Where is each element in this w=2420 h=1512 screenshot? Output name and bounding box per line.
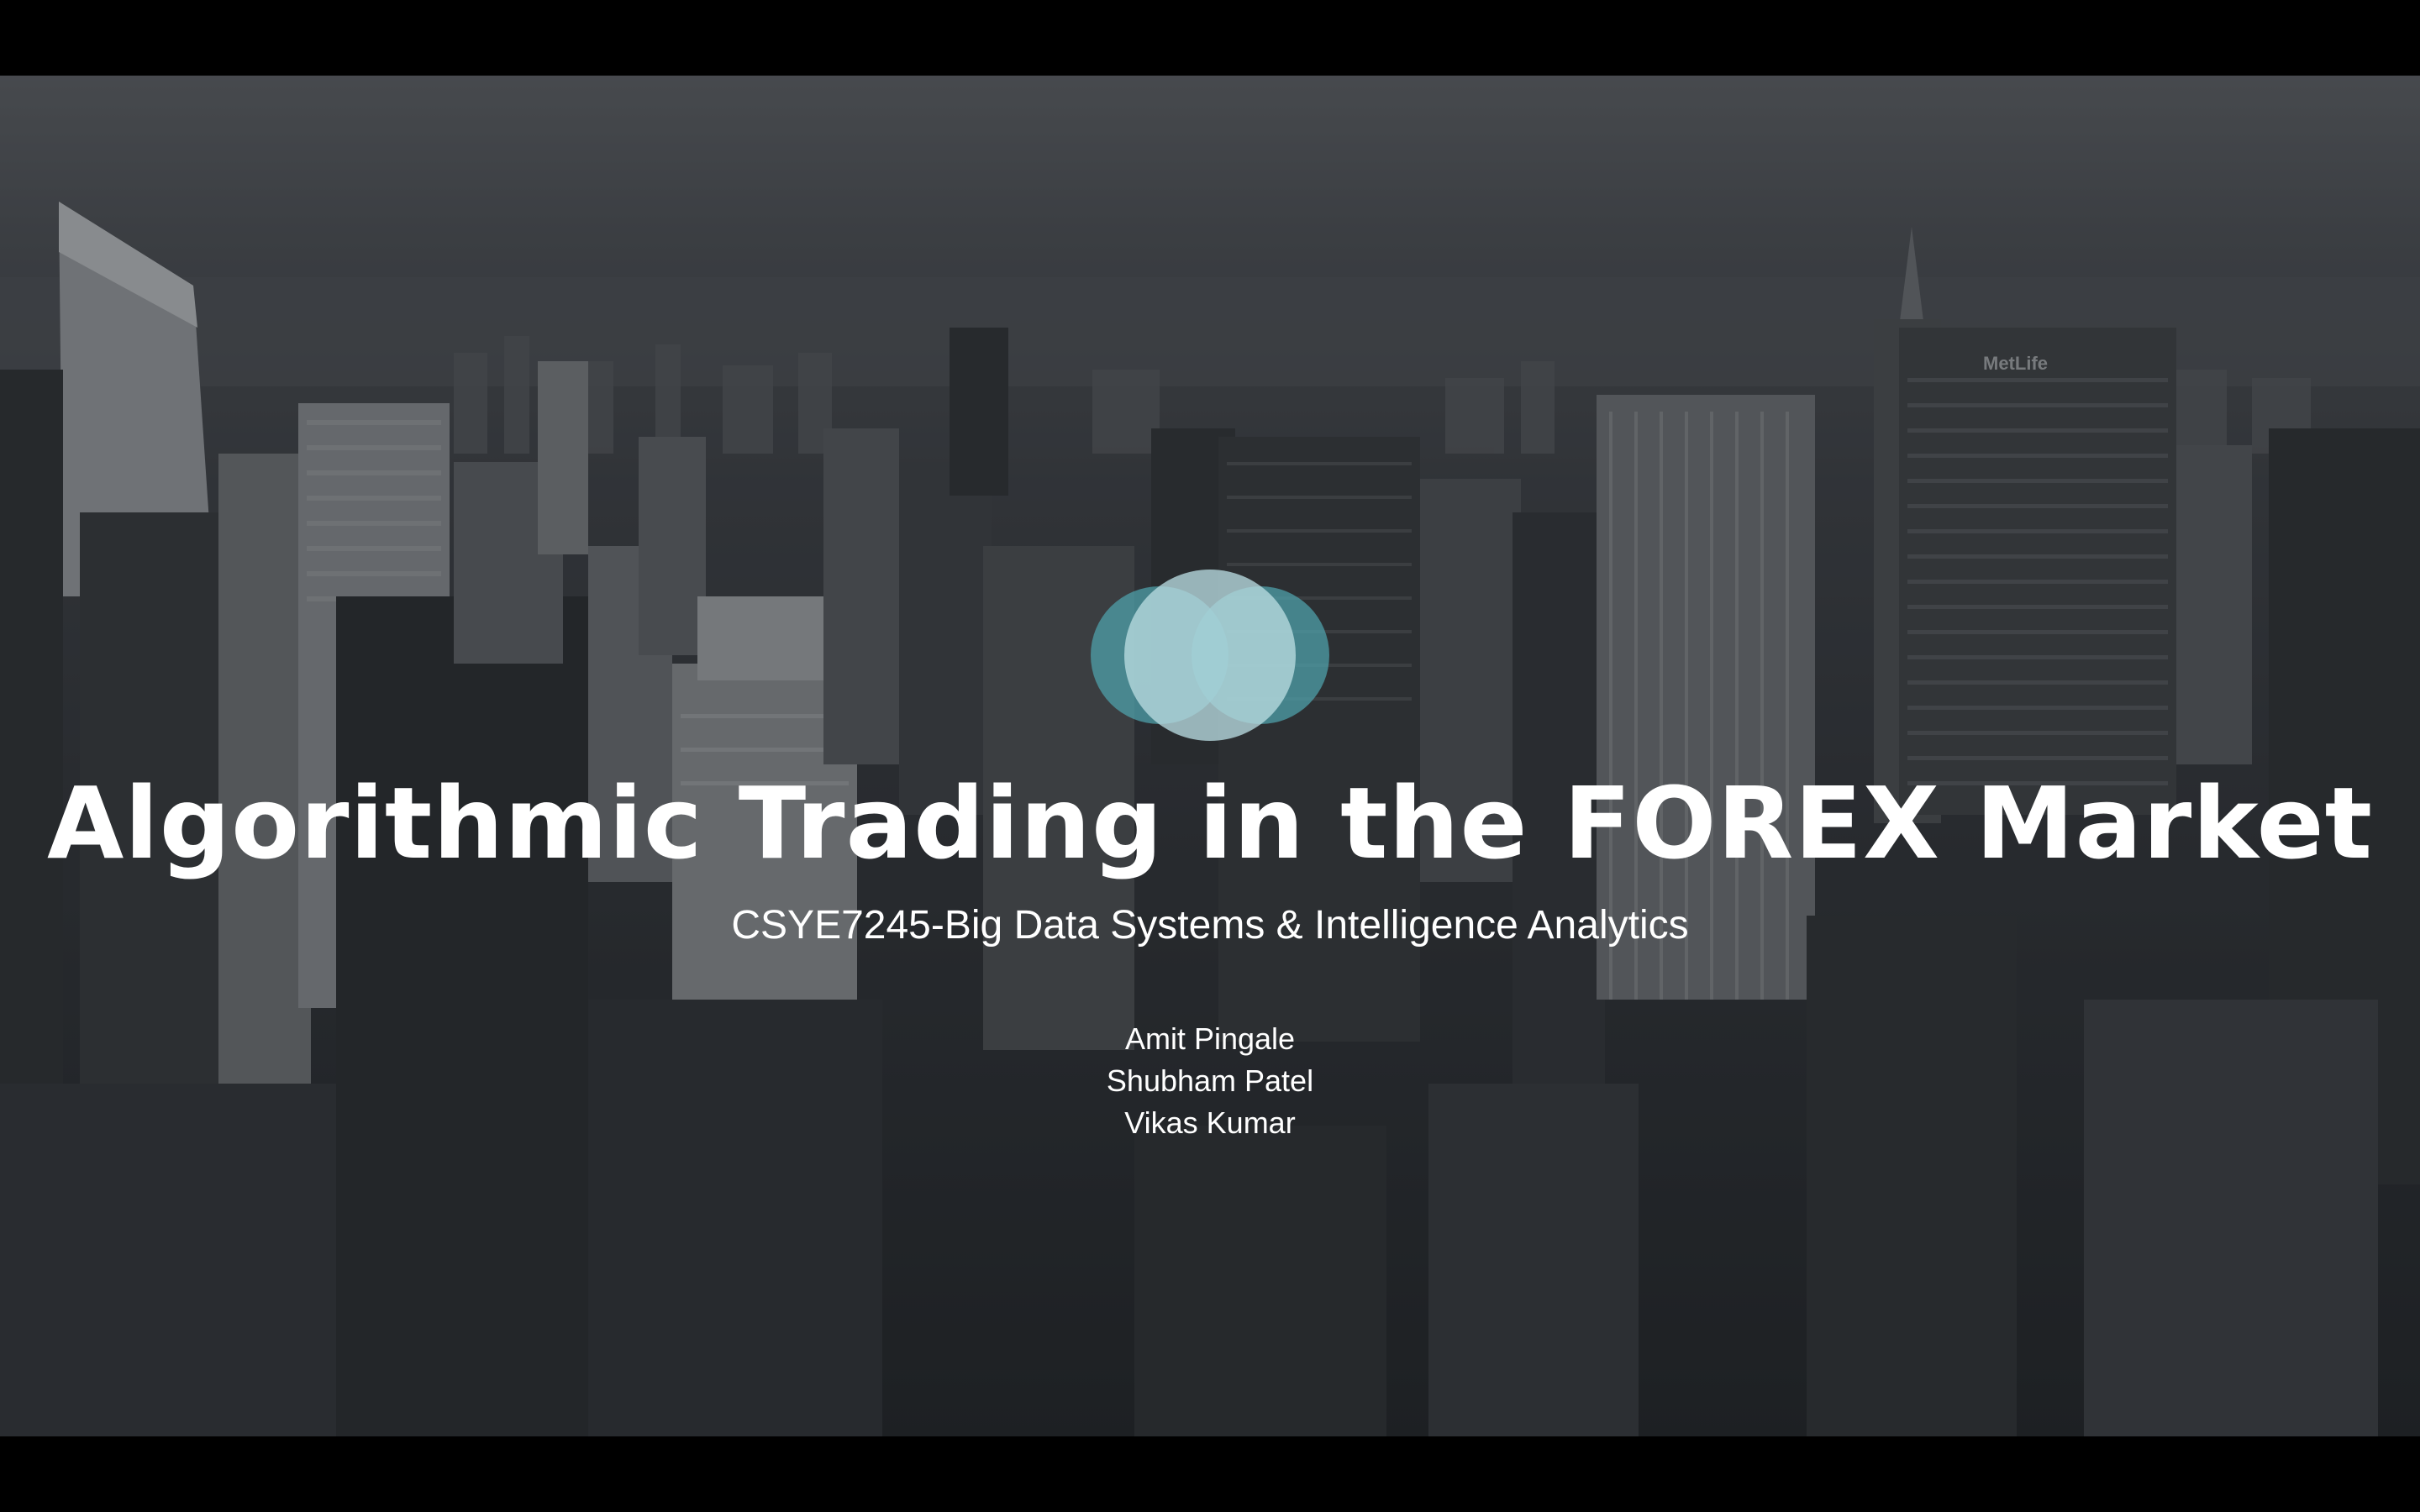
city-skyline-background: MetLife [0, 76, 2420, 1436]
bottom-letterbox [0, 1436, 2420, 1512]
slide-subtitle: CSYE7245-Big Data Systems & Intelligence… [0, 900, 2420, 951]
author-list: Amit Pingale Shubham Patel Vikas Kumar [0, 1018, 2420, 1144]
slide-title: Algorithmic Trading in the FOREX Market [0, 764, 2420, 882]
author-name: Amit Pingale [0, 1018, 2420, 1060]
title-slide[interactable]: MetLife Algorithmic Trading in the FOREX… [0, 76, 2420, 1436]
overlapping-circles-icon [1076, 567, 1344, 743]
author-name: Shubham Patel [0, 1060, 2420, 1102]
top-letterbox [0, 0, 2420, 76]
author-name: Vikas Kumar [0, 1102, 2420, 1144]
